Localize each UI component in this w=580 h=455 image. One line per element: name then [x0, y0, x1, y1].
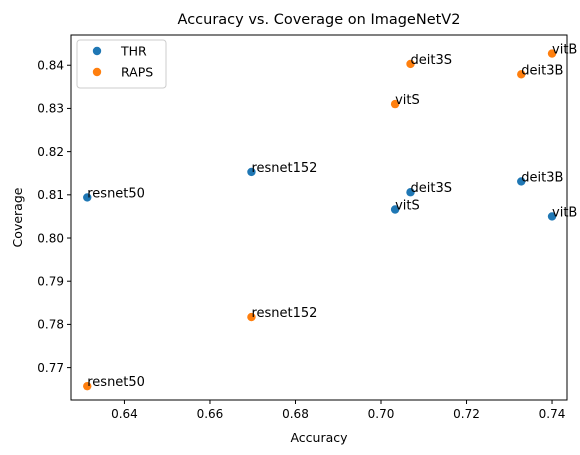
legend-label-raps: RAPS — [121, 65, 153, 80]
raps-label-vitB: vitB — [552, 43, 577, 58]
y-tick-label: 0.77 — [37, 361, 64, 375]
x-tick-label: 0.72 — [453, 407, 480, 421]
y-tick-label: 0.83 — [37, 102, 64, 116]
y-axis-ticks: 0.77 0.78 0.79 0.80 0.81 0.82 0.83 0.84 — [37, 59, 71, 375]
raps-label-vitS: vitS — [395, 93, 420, 108]
x-tick-label: 0.74 — [539, 407, 566, 421]
data-points — [83, 49, 557, 391]
thr-point-deit3B — [517, 177, 526, 186]
x-tick-label: 0.64 — [111, 407, 138, 421]
raps-point-resnet50 — [83, 381, 92, 391]
legend-label-thr: THR — [120, 44, 147, 59]
chart-title: Accuracy vs. Coverage on ImageNetV2 — [178, 12, 461, 28]
thr-label-deit3S: deit3S — [411, 181, 452, 196]
raps-point-vitB — [547, 49, 557, 58]
x-axis-ticks: 0.64 0.66 0.68 0.70 0.72 0.74 — [111, 400, 565, 421]
thr-label-vitB: vitB — [552, 205, 577, 220]
raps-label-resnet152: resnet152 — [251, 306, 317, 321]
raps-label-deit3B: deit3B — [521, 63, 563, 78]
thr-point-vitS — [390, 205, 400, 214]
x-tick-label: 0.68 — [282, 407, 309, 421]
raps-point-deit3S — [406, 59, 415, 69]
y-tick-label: 0.79 — [37, 275, 64, 289]
legend: THR RAPS — [76, 39, 167, 89]
x-tick-label: 0.66 — [197, 407, 224, 421]
thr-point-resnet152 — [247, 167, 256, 177]
legend-marker-raps — [92, 67, 102, 77]
y-tick-label: 0.81 — [37, 188, 64, 202]
y-tick-label: 0.82 — [37, 145, 64, 159]
y-tick-label: 0.78 — [37, 318, 64, 332]
y-tick-label: 0.80 — [37, 231, 64, 245]
thr-point-deit3S — [406, 188, 415, 197]
raps-label-resnet50: resnet50 — [87, 375, 145, 390]
thr-point-resnet50 — [83, 193, 92, 202]
x-axis-title: Accuracy — [290, 430, 348, 445]
plot-frame — [70, 34, 568, 401]
y-tick-label: 0.84 — [37, 59, 64, 73]
point-labels: resnet50 resnet152 vitS deit3S deit3B vitB res… — [87, 43, 577, 391]
thr-label-resnet152: resnet152 — [251, 161, 317, 176]
legend-marker-thr — [92, 46, 102, 56]
x-tick-label: 0.70 — [368, 407, 395, 421]
raps-label-deit3S: deit3S — [411, 53, 452, 68]
raps-point-deit3B — [517, 70, 526, 79]
thr-point-vitB — [547, 212, 557, 221]
thr-label-resnet50: resnet50 — [87, 186, 145, 201]
thr-label-vitS: vitS — [395, 199, 420, 214]
raps-point-vitS — [390, 99, 400, 109]
y-axis-title: Coverage — [10, 187, 25, 247]
raps-point-resnet152 — [247, 312, 256, 322]
thr-label-deit3B: deit3B — [521, 170, 563, 185]
